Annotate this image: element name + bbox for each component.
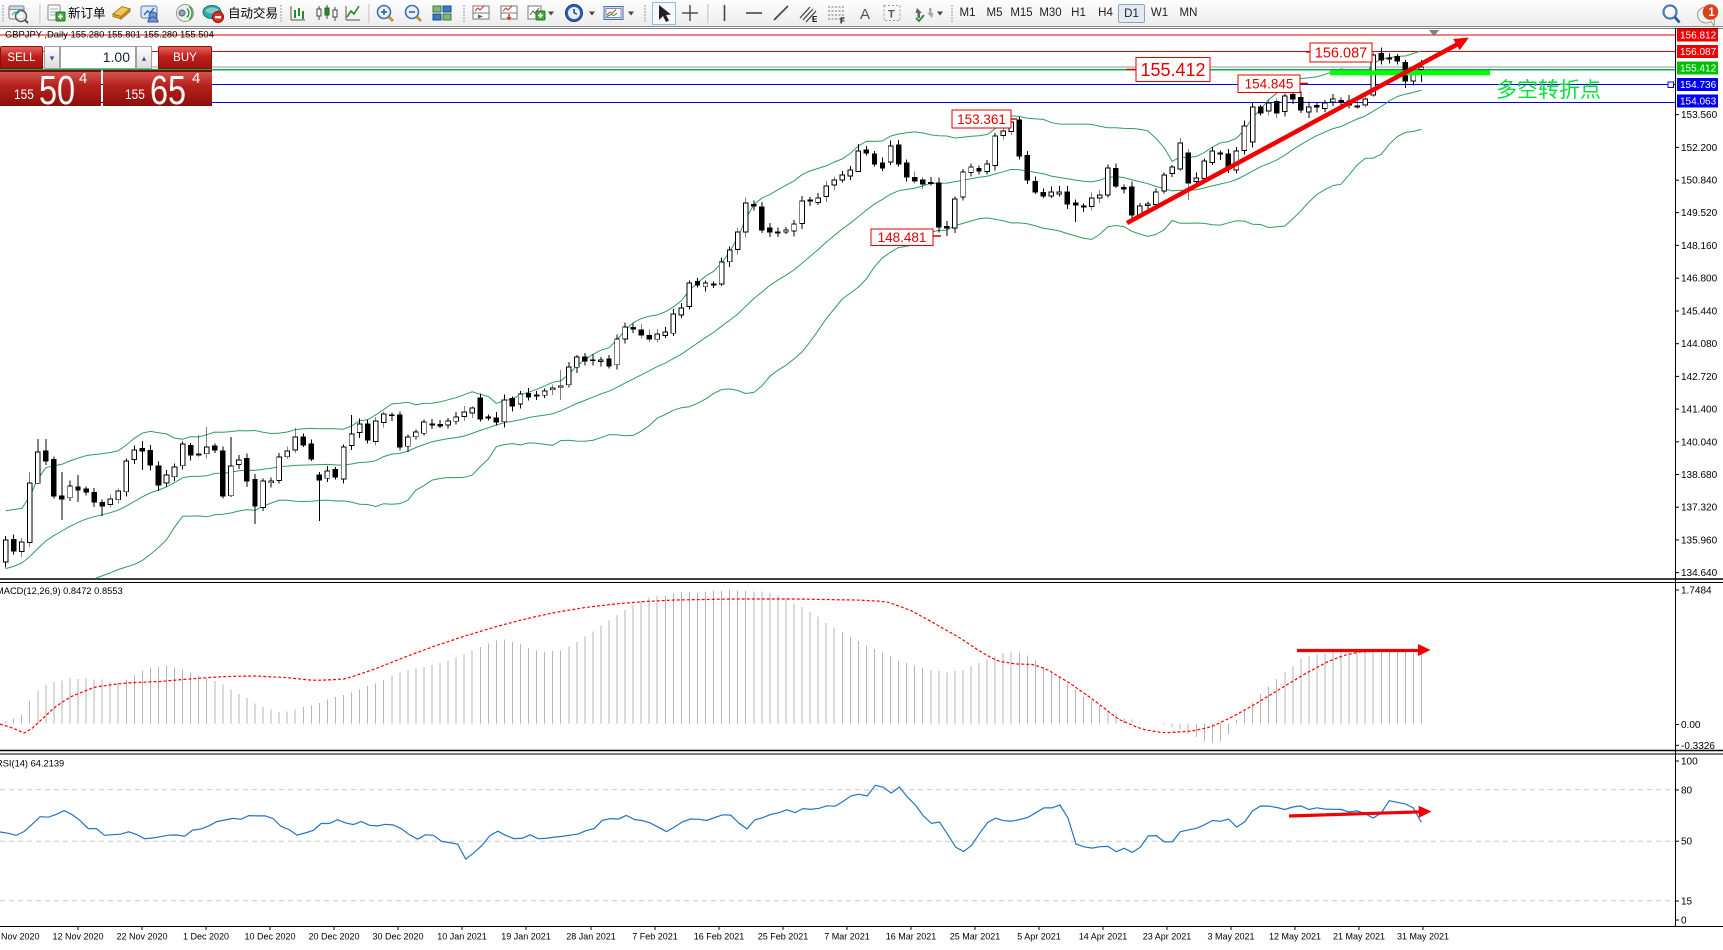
svg-text:16 Feb 2021: 16 Feb 2021 (694, 932, 745, 942)
svg-text:135.960: 135.960 (1681, 535, 1718, 546)
svg-text:134.640: 134.640 (1681, 568, 1718, 579)
svg-text:150.840: 150.840 (1681, 176, 1718, 187)
svg-text:E: E (812, 15, 818, 24)
svg-text:20 Dec 2020: 20 Dec 2020 (308, 932, 359, 942)
svg-text:7 Mar 2021: 7 Mar 2021 (824, 932, 870, 942)
svg-text:152.200: 152.200 (1681, 143, 1718, 154)
svg-text:12 Nov 2020: 12 Nov 2020 (52, 932, 103, 942)
svg-text:145.440: 145.440 (1681, 307, 1718, 318)
svg-text:3 May 2021: 3 May 2021 (1207, 932, 1254, 942)
svg-text:50: 50 (1681, 837, 1693, 848)
svg-text:154.736: 154.736 (1680, 80, 1717, 91)
svg-text:155.412: 155.412 (1140, 60, 1205, 80)
svg-text:25 Mar 2021: 25 Mar 2021 (950, 932, 1001, 942)
svg-text:RSI(14) 64.2139: RSI(14) 64.2139 (0, 759, 64, 769)
svg-text:新订单: 新订单 (68, 6, 106, 21)
svg-text:148.160: 148.160 (1681, 241, 1718, 252)
svg-text:141.400: 141.400 (1681, 405, 1718, 416)
svg-text:22 Nov 2020: 22 Nov 2020 (116, 932, 167, 942)
svg-text:31 May 2021: 31 May 2021 (1397, 932, 1449, 942)
svg-text:自动交易: 自动交易 (228, 6, 278, 21)
svg-text:T: T (888, 9, 895, 21)
svg-text:153.361: 153.361 (957, 112, 1006, 127)
svg-text:137.320: 137.320 (1681, 503, 1718, 514)
svg-text:1: 1 (1708, 7, 1715, 19)
svg-text:7 Feb 2021: 7 Feb 2021 (632, 932, 678, 942)
svg-text:21 May 2021: 21 May 2021 (1333, 932, 1385, 942)
svg-text:1 Dec 2020: 1 Dec 2020 (183, 932, 229, 942)
svg-text:23 Apr 2021: 23 Apr 2021 (1143, 932, 1192, 942)
svg-text:10 Jan 2021: 10 Jan 2021 (437, 932, 487, 942)
svg-text:1.7484: 1.7484 (1681, 586, 1712, 597)
svg-text:100: 100 (1681, 757, 1698, 768)
svg-text:19 Jan 2021: 19 Jan 2021 (501, 932, 551, 942)
svg-text:-0.3326: -0.3326 (1681, 741, 1715, 752)
svg-text:10 Dec 2020: 10 Dec 2020 (244, 932, 295, 942)
svg-text:142.720: 142.720 (1681, 372, 1718, 383)
svg-text:0.00: 0.00 (1681, 720, 1701, 731)
svg-text:多空转折点: 多空转折点 (1496, 79, 1601, 102)
svg-text:144.080: 144.080 (1681, 339, 1718, 350)
svg-text:153.560: 153.560 (1681, 110, 1718, 121)
svg-text:A: A (860, 6, 870, 23)
svg-text:MACD(12,26,9) 0.8472 0.8553: MACD(12,26,9) 0.8472 0.8553 (0, 586, 123, 596)
svg-text:155.412: 155.412 (1680, 64, 1717, 75)
svg-text:0: 0 (1681, 916, 1687, 927)
svg-text:154.063: 154.063 (1680, 97, 1717, 108)
svg-text:GBPJPY ,Daily 155.280 155.801: GBPJPY ,Daily 155.280 155.801 155.280 15… (5, 29, 214, 40)
svg-text:156.087: 156.087 (1680, 47, 1717, 58)
svg-text:146.800: 146.800 (1681, 274, 1718, 285)
svg-text:140.040: 140.040 (1681, 437, 1718, 448)
svg-text:15: 15 (1681, 897, 1693, 908)
svg-text:28 Jan 2021: 28 Jan 2021 (566, 932, 616, 942)
svg-text:16 Mar 2021: 16 Mar 2021 (886, 932, 937, 942)
svg-text:138.680: 138.680 (1681, 470, 1718, 481)
svg-text:Nov 2020: Nov 2020 (1, 932, 40, 942)
svg-text:30 Dec 2020: 30 Dec 2020 (372, 932, 423, 942)
svg-text:14 Apr 2021: 14 Apr 2021 (1079, 932, 1128, 942)
svg-text:154.845: 154.845 (1245, 77, 1294, 92)
svg-text:F: F (840, 17, 845, 26)
svg-text:80: 80 (1681, 786, 1693, 797)
svg-text:5 Apr 2021: 5 Apr 2021 (1017, 932, 1061, 942)
svg-text:12 May 2021: 12 May 2021 (1269, 932, 1321, 942)
svg-text:148.481: 148.481 (878, 230, 927, 245)
svg-text:149.520: 149.520 (1681, 208, 1718, 219)
svg-text:25 Feb 2021: 25 Feb 2021 (758, 932, 809, 942)
svg-text:156.812: 156.812 (1680, 31, 1717, 42)
svg-text:156.087: 156.087 (1315, 46, 1367, 62)
